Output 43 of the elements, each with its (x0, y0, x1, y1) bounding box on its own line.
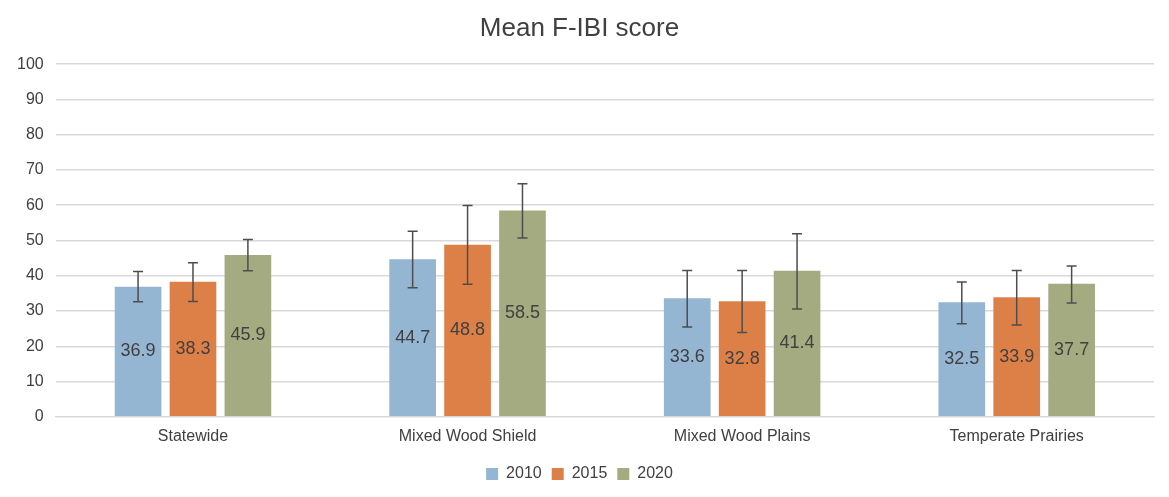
data-label: 32.5 (944, 348, 980, 369)
data-label: 38.3 (175, 337, 211, 358)
bar (499, 210, 546, 417)
bar (718, 301, 766, 417)
data-label: 32.8 (724, 347, 760, 368)
bar (993, 297, 1041, 417)
y-tick-label: 70 (25, 160, 44, 178)
y-tick-label: 40 (25, 266, 44, 284)
y-tick-label: 90 (25, 89, 44, 107)
y-tick-label: 50 (25, 230, 44, 248)
x-tick-label: Mixed Wood Plains (673, 426, 811, 444)
chart-title: Mean F-IBI score (479, 11, 680, 42)
bar (1048, 283, 1095, 417)
y-tick-label: 30 (25, 301, 44, 319)
x-tick-label: Statewide (157, 426, 229, 444)
legend-label: 2010 (506, 464, 542, 482)
y-tick-label: 60 (25, 195, 44, 213)
data-label: 45.9 (230, 324, 266, 345)
bar (114, 286, 162, 417)
bar (169, 281, 217, 417)
bar (663, 298, 711, 417)
bar (389, 259, 436, 417)
legend-label: 2020 (637, 464, 673, 482)
bar (773, 270, 821, 417)
y-tick-label: 0 (34, 407, 44, 425)
data-label: 44.7 (395, 326, 431, 347)
y-tick-label: 20 (25, 336, 44, 354)
y-tick-label: 10 (25, 371, 44, 389)
data-label: 33.9 (999, 345, 1035, 366)
bar (224, 254, 272, 417)
data-label: 58.5 (504, 302, 540, 323)
y-tick-label: 80 (25, 125, 44, 143)
data-label: 48.8 (450, 319, 486, 340)
data-label: 37.7 (1054, 338, 1090, 359)
data-label: 36.9 (120, 340, 156, 361)
data-label: 33.6 (669, 346, 705, 367)
x-tick-label: Mixed Wood Shield (398, 426, 537, 444)
bar (938, 302, 986, 417)
data-label: 41.4 (779, 332, 815, 353)
legend-label: 2015 (571, 464, 608, 482)
bar (444, 244, 491, 417)
y-tick-label: 100 (16, 54, 44, 72)
x-tick-label: Temperate Prairies (949, 426, 1084, 444)
